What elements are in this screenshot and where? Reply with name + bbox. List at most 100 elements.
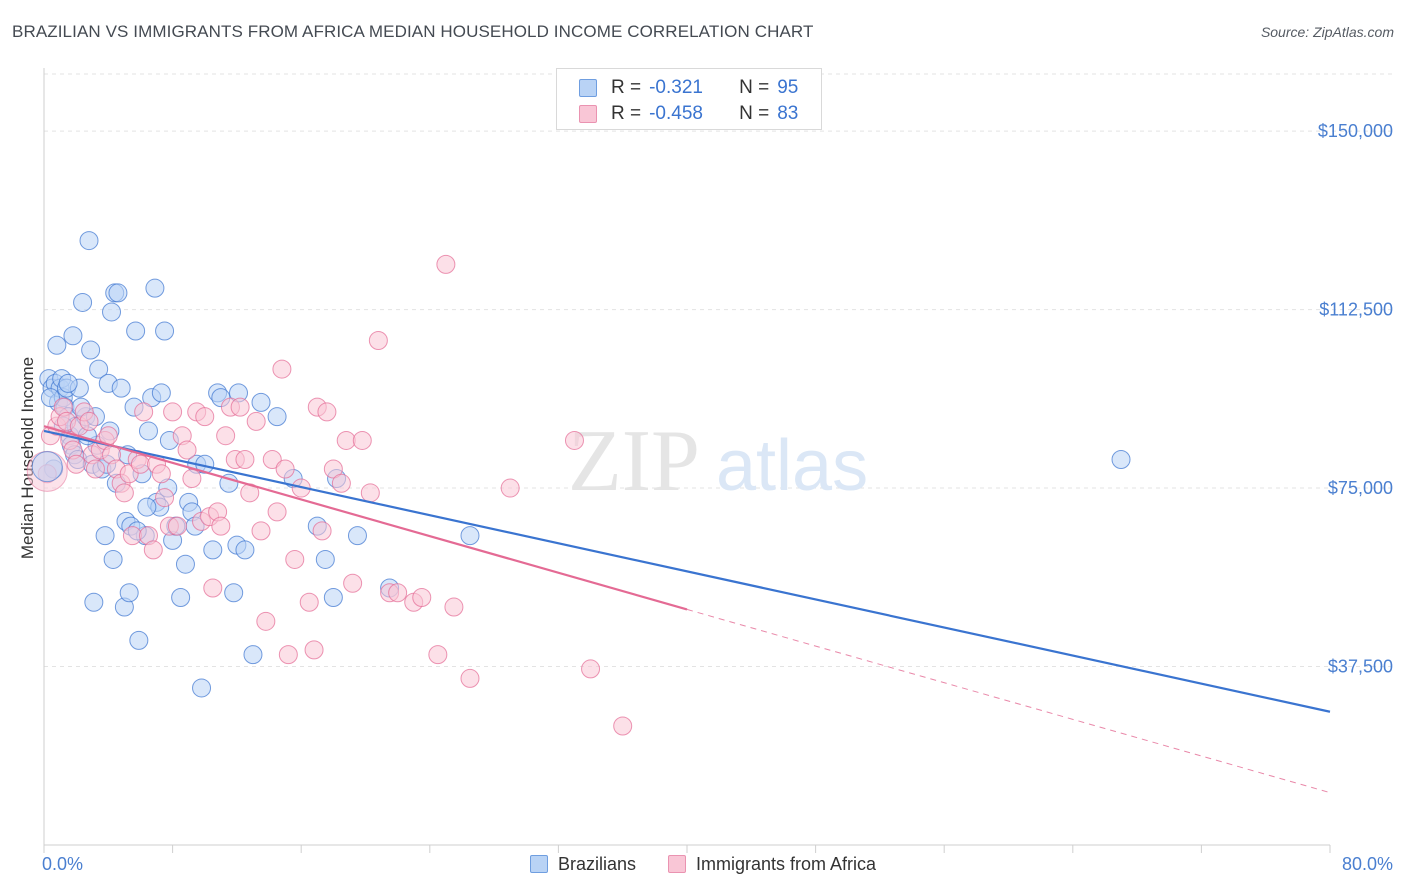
- data-point-cluster: [31, 451, 63, 483]
- data-point: [436, 254, 456, 274]
- data-point: [89, 359, 109, 379]
- series-legend-item-immigrants-from-africa: Immigrants from Africa: [667, 854, 876, 875]
- data-point: [230, 397, 250, 417]
- data-point: [317, 402, 337, 422]
- legend-n-label: N =: [739, 77, 770, 98]
- watermark-atlas: atlas: [716, 426, 868, 506]
- data-point: [360, 483, 380, 503]
- data-point: [315, 549, 335, 569]
- series-swatch-brazilians: [529, 855, 548, 873]
- legend-n-value: 83: [777, 103, 799, 124]
- data-point: [224, 583, 244, 603]
- y-tick-label: $75,000: [1328, 478, 1393, 498]
- y-tick-label: $37,500: [1328, 657, 1393, 677]
- y-tick-label: $112,500: [1319, 300, 1393, 320]
- data-point: [145, 278, 165, 298]
- data-point: [134, 402, 154, 422]
- data-point: [500, 478, 520, 498]
- data-point: [85, 459, 105, 479]
- data-point: [581, 659, 601, 679]
- y-axis-label: Median Household Income: [18, 357, 37, 559]
- x-tick-label: 80.0%: [1342, 854, 1393, 874]
- data-point: [47, 335, 67, 355]
- data-point: [151, 383, 171, 403]
- data-point: [73, 292, 93, 312]
- trend-line-brazilians: [43, 429, 1331, 713]
- data-point: [203, 540, 223, 560]
- data-point: [256, 611, 276, 631]
- trend-line-immigrants-from-africa: [43, 425, 688, 611]
- data-point: [243, 645, 263, 665]
- series-swatch-immigrants-from-africa: [667, 855, 686, 873]
- data-point: [203, 578, 223, 598]
- data-point: [138, 421, 158, 441]
- data-point: [119, 583, 139, 603]
- data-point: [251, 521, 271, 541]
- data-point: [126, 321, 146, 341]
- trend-line-immigrants-from-africa-extension: [686, 608, 1331, 794]
- data-point: [613, 716, 633, 736]
- correlation-legend: R = -0.321 N = 95 R = -0.458 N = 83: [556, 68, 822, 130]
- data-point: [285, 549, 305, 569]
- legend-r-value: -0.458: [649, 103, 703, 124]
- legend-r-label: R =: [611, 77, 642, 98]
- data-point: [428, 645, 448, 665]
- data-point: [272, 359, 292, 379]
- data-point: [122, 526, 142, 546]
- x-tick-label: 0.0%: [42, 854, 83, 874]
- legend-swatch-immigrants-from-africa: [579, 105, 597, 123]
- legend-n-label: N =: [739, 103, 770, 124]
- data-point: [267, 407, 287, 427]
- data-point: [79, 411, 99, 431]
- data-point: [63, 326, 83, 346]
- legend-r-label: R =: [611, 103, 642, 124]
- legend-swatch-brazilians: [579, 79, 597, 97]
- data-point: [323, 459, 343, 479]
- data-point: [102, 302, 122, 322]
- data-point: [246, 411, 266, 431]
- data-point: [336, 430, 356, 450]
- data-point: [412, 588, 432, 608]
- data-point: [216, 426, 236, 446]
- data-point: [163, 402, 183, 422]
- data-point: [211, 516, 231, 536]
- data-point: [111, 378, 131, 398]
- data-point: [95, 526, 115, 546]
- data-point: [171, 588, 191, 608]
- data-point: [312, 521, 332, 541]
- data-point: [84, 592, 104, 612]
- data-point: [235, 540, 255, 560]
- data-point: [175, 554, 195, 574]
- data-point: [262, 450, 282, 469]
- legend-n-value: 95: [777, 77, 799, 98]
- source-label: Source: ZipAtlas.com: [1260, 24, 1394, 40]
- data-point: [192, 678, 212, 698]
- data-point: [343, 573, 363, 593]
- data-point: [347, 526, 367, 546]
- data-point: [81, 340, 101, 360]
- data-point: [155, 321, 175, 341]
- legend-row-brazilians: R = -0.321 N = 95: [579, 76, 798, 100]
- data-point: [40, 388, 60, 408]
- data-point: [564, 430, 584, 450]
- data-point: [108, 283, 128, 303]
- data-point: [267, 502, 287, 522]
- data-point: [114, 483, 134, 503]
- data-point: [299, 592, 319, 612]
- data-point: [352, 430, 372, 450]
- series-immigrants-from-africa: [37, 254, 633, 736]
- data-point: [137, 497, 157, 517]
- data-point: [388, 583, 408, 603]
- data-point: [143, 540, 163, 560]
- data-point: [155, 488, 175, 508]
- data-point: [460, 668, 480, 688]
- data-point: [130, 454, 150, 474]
- data-point: [103, 549, 123, 569]
- data-point: [151, 464, 171, 484]
- data-point: [368, 331, 388, 351]
- data-point: [129, 630, 149, 650]
- data-point: [278, 645, 298, 665]
- data-point: [79, 231, 99, 251]
- data-point: [1111, 450, 1131, 469]
- data-point: [58, 373, 78, 393]
